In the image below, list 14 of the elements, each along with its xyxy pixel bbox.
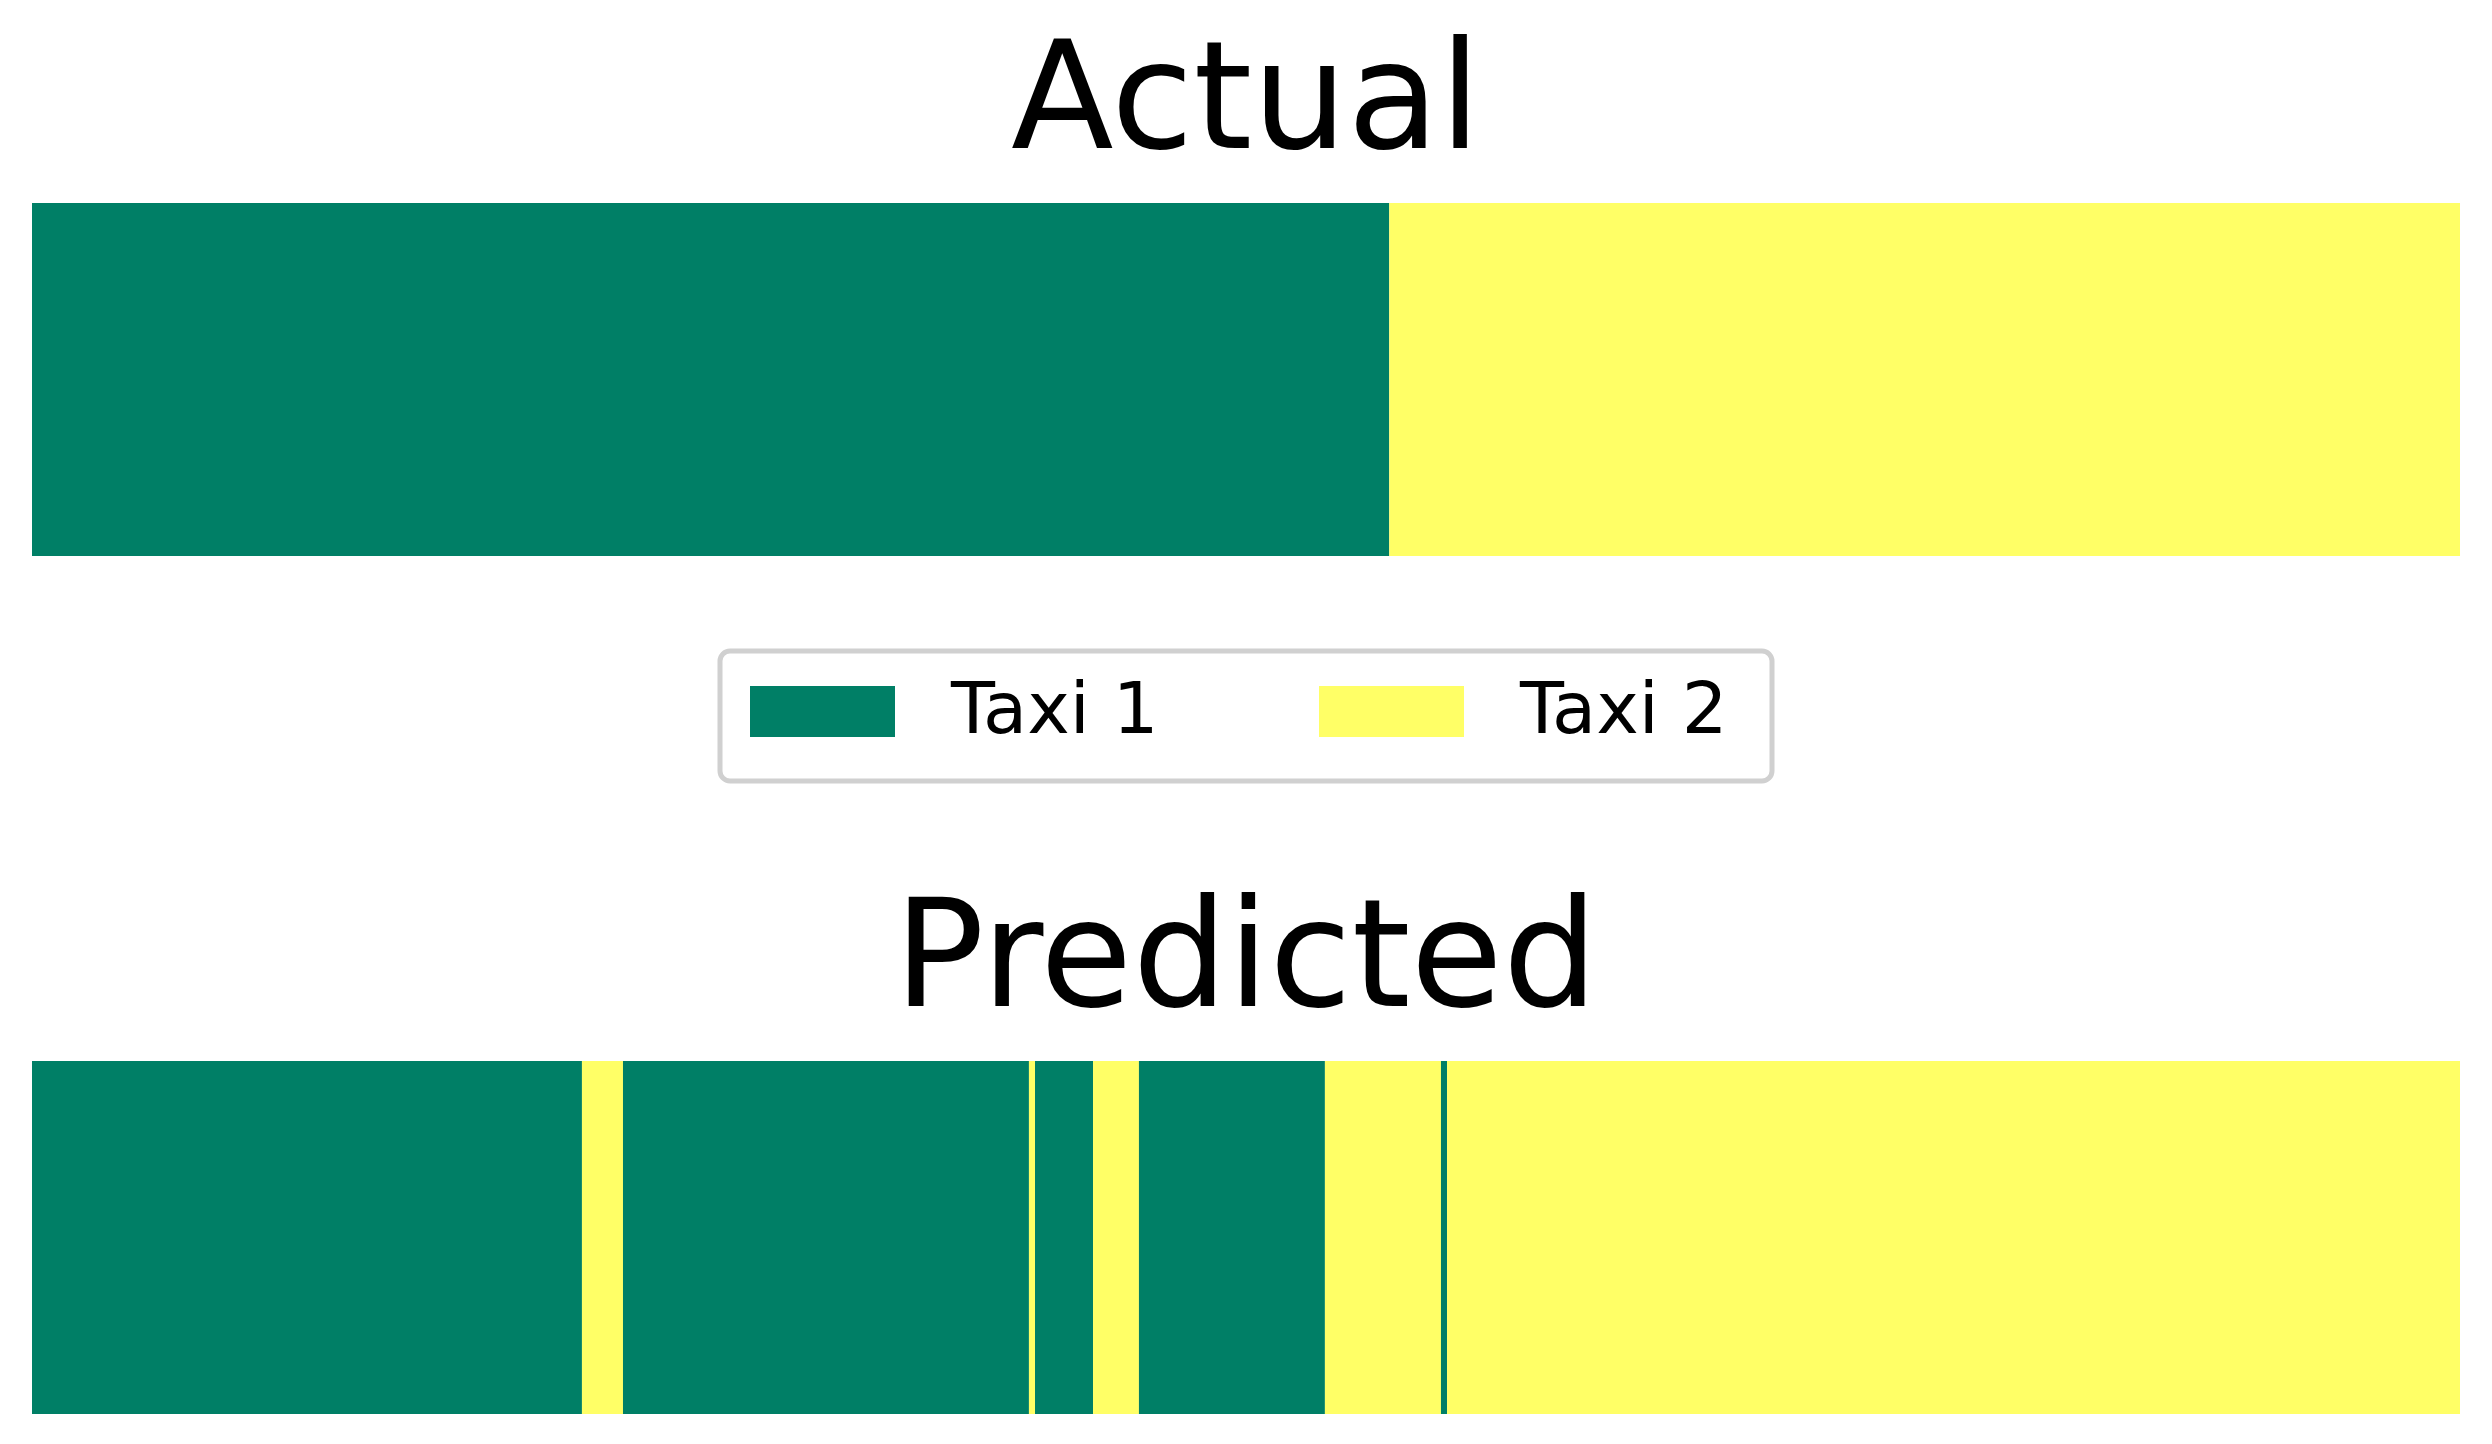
chart-title: Actual <box>1011 9 1481 183</box>
bar <box>1138 1061 1325 1414</box>
bar <box>622 1061 1029 1414</box>
legend-label: Taxi 2 <box>1519 665 1728 750</box>
bar <box>1093 1061 1139 1414</box>
bar <box>32 1061 582 1414</box>
bar <box>1035 1061 1094 1414</box>
bar <box>581 1061 623 1414</box>
bar <box>1324 1061 1441 1414</box>
bar <box>1447 1061 2460 1414</box>
bar <box>1028 1061 1036 1414</box>
legend-label: Taxi 1 <box>950 665 1159 750</box>
chart-title: Predicted <box>893 867 1599 1041</box>
bar <box>1440 1061 1448 1414</box>
